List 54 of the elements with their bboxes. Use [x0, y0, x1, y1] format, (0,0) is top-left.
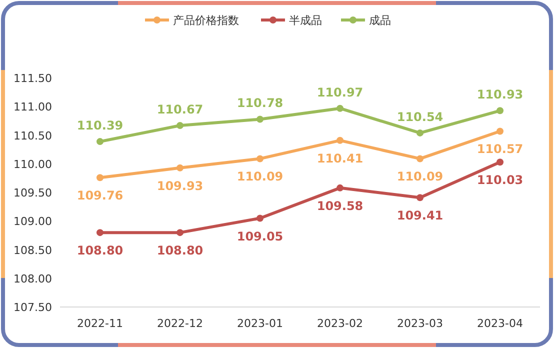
data-label: 108.80	[76, 244, 124, 258]
point	[336, 184, 344, 192]
x-tick-label: 2023-04	[477, 317, 523, 330]
point	[496, 107, 504, 114]
point	[256, 214, 264, 222]
y-tick-label: 111.00	[14, 100, 52, 114]
x-tick-label: 2023-03	[397, 317, 443, 330]
point	[496, 128, 504, 135]
data-label: 109.05	[236, 229, 284, 244]
data-label: 110.97	[316, 85, 364, 100]
data-label: 109.58	[316, 198, 364, 213]
y-tick-label: 109.50	[14, 186, 52, 200]
y-tick-label: 108.50	[14, 244, 52, 257]
x-tick-label: 2023-02	[317, 317, 363, 330]
point	[96, 174, 104, 182]
data-label: 110.09	[396, 170, 444, 184]
data-label: 109.76	[76, 188, 124, 203]
y-tick-label: 107.50	[14, 301, 52, 314]
legend-label: 成品	[369, 14, 391, 27]
data-label: 110.39	[76, 118, 124, 133]
data-label: 110.09	[236, 170, 284, 184]
y-tick-label: 111.50	[14, 72, 52, 85]
y-tick-label: 110.50	[14, 129, 52, 142]
data-label: 110.57	[476, 142, 524, 156]
legend-label: 半成品	[289, 14, 322, 27]
point	[336, 104, 344, 112]
y-tick-label: 110.00	[14, 158, 52, 171]
point	[416, 129, 424, 136]
point	[256, 116, 264, 123]
data-label: 110.67	[156, 102, 204, 117]
point	[336, 136, 344, 144]
data-label: 109.93	[156, 178, 204, 193]
point	[176, 229, 184, 236]
data-label: 108.80	[156, 244, 204, 258]
data-label: 110.41	[316, 151, 364, 166]
y-tick-label: 108.00	[14, 272, 52, 286]
data-label: 110.78	[236, 96, 284, 110]
point	[176, 164, 184, 172]
x-tick-label: 2022-12	[157, 317, 203, 330]
data-label: 110.54	[396, 110, 444, 124]
x-tick-label: 2022-11	[77, 317, 123, 330]
point	[416, 155, 424, 162]
data-label: 110.93	[476, 88, 524, 102]
point	[496, 158, 504, 166]
point	[256, 155, 264, 162]
data-label: 109.41	[396, 208, 444, 223]
point	[96, 229, 104, 236]
data-label: 110.03	[476, 173, 524, 188]
y-tick-label: 109.00	[14, 215, 52, 228]
point	[176, 122, 184, 130]
point	[96, 138, 104, 146]
legend-label: 产品价格指数	[173, 14, 239, 27]
point	[416, 194, 424, 202]
x-tick-label: 2023-01	[237, 317, 283, 330]
